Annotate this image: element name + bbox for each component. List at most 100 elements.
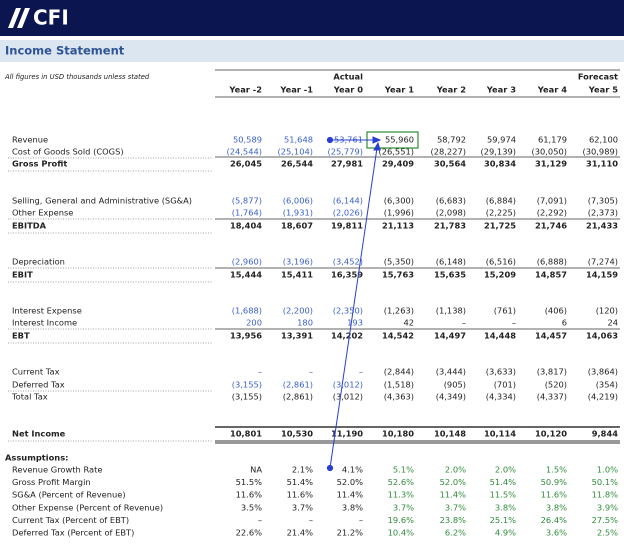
- cell-value: 16,359: [331, 270, 363, 280]
- cell-value: (4,363): [384, 392, 414, 402]
- cell-value: (6,144): [333, 196, 363, 206]
- row-label: Gross Profit Margin: [12, 477, 91, 487]
- row-label: Current Tax (Percent of EBT): [12, 515, 129, 525]
- cell-value: 3.8%: [495, 502, 516, 512]
- cell-value: –: [512, 318, 516, 328]
- row-label: SG&A (Percent of Revenue): [12, 490, 126, 500]
- cell-value: (520): [545, 380, 567, 390]
- cell-value: (5,350): [384, 257, 414, 267]
- row-label: Cost of Goods Sold (COGS): [12, 147, 124, 157]
- cell-value: –: [258, 515, 262, 525]
- cell-value: 3.7%: [445, 502, 466, 512]
- cell-value: 25.1%: [490, 515, 516, 525]
- cell-value: 52.0%: [337, 477, 363, 487]
- cell-value: (761): [494, 306, 516, 316]
- cell-value: 52.0%: [440, 477, 466, 487]
- row-label: Net Income: [12, 429, 66, 439]
- row-label: Revenue: [12, 135, 48, 145]
- cell-value: 3.7%: [393, 502, 414, 512]
- cell-value: 10,114: [484, 429, 516, 439]
- cell-value: 15,763: [382, 270, 414, 280]
- cell-value: 51,648: [284, 135, 313, 145]
- cell-value: 11.3%: [388, 490, 414, 500]
- cell-value: 15,411: [281, 270, 313, 280]
- cell-value: (2,861): [283, 392, 313, 402]
- cell-value: 14,063: [586, 331, 618, 341]
- cell-value: (2,350): [333, 306, 363, 316]
- cell-value: 21.4%: [287, 528, 313, 538]
- cell-value: 59,974: [487, 135, 516, 145]
- cell-value: 21,783: [434, 221, 466, 231]
- cell-value: (1,263): [384, 306, 414, 316]
- cell-value: 180: [297, 318, 313, 328]
- cell-value: (905): [444, 380, 466, 390]
- cell-value: 26,544: [281, 159, 313, 169]
- cell-value: (3,155): [232, 380, 262, 390]
- cell-value: 5.1%: [393, 465, 414, 475]
- cell-value: (4,334): [486, 392, 516, 402]
- cell-value: 50.1%: [592, 477, 618, 487]
- cell-value: 2.0%: [495, 465, 516, 475]
- row-label: Interest Expense: [12, 306, 82, 316]
- cell-value: 10,148: [434, 429, 466, 439]
- cell-value: (6,884): [486, 196, 516, 206]
- cell-value: 11.5%: [490, 490, 516, 500]
- cell-value: 2.1%: [292, 465, 313, 475]
- cell-value: (2,844): [384, 367, 414, 377]
- cell-value: –: [309, 515, 313, 525]
- cell-value: (30,989): [582, 147, 618, 157]
- cell-value: (6,300): [384, 196, 414, 206]
- row-label: Revenue Growth Rate: [12, 465, 102, 475]
- cell-value: (2,225): [486, 208, 516, 218]
- cell-value: (2,292): [537, 208, 567, 218]
- column-header: Year 3: [486, 85, 516, 95]
- cell-value: 14,497: [434, 331, 466, 341]
- logo-text: CFI: [33, 6, 69, 30]
- cell-value: (2,861): [283, 380, 313, 390]
- cell-value: 18,607: [281, 221, 313, 231]
- row-label: EBT: [12, 331, 30, 341]
- cell-value: (4,349): [436, 392, 466, 402]
- cell-value: 52.6%: [388, 477, 414, 487]
- cell-value: 62,100: [589, 135, 618, 145]
- cell-value: 21,113: [382, 221, 414, 231]
- cell-value: (2,200): [283, 306, 313, 316]
- cell-value: 29,409: [382, 159, 414, 169]
- cell-value: 58,792: [437, 135, 466, 145]
- cell-value: 3.8%: [546, 502, 567, 512]
- row-label: Current Tax: [12, 367, 60, 377]
- title-bar: [0, 40, 624, 62]
- cell-value: (3,196): [283, 257, 313, 267]
- cell-value: (6,148): [436, 257, 466, 267]
- cell-value: 14,457: [535, 331, 567, 341]
- cell-value: 51.5%: [236, 477, 262, 487]
- cell-value: (3,864): [588, 367, 618, 377]
- cell-value: 11.4%: [337, 490, 363, 500]
- column-header: Year 5: [588, 85, 618, 95]
- cell-value: (3,444): [436, 367, 466, 377]
- cell-value: 10,530: [281, 429, 313, 439]
- cells: Year -2 Year -1 Year 0 Year 1 Year 2 Year 3 Ye…: [5, 85, 620, 538]
- cell-value: 30,834: [484, 159, 516, 169]
- cell-value: 31,110: [586, 159, 618, 169]
- cell-value: 14,159: [586, 270, 618, 280]
- cell-value: 21,725: [484, 221, 516, 231]
- cell-value: (701): [494, 380, 516, 390]
- header-bar: [0, 0, 624, 36]
- cell-value: (1,688): [232, 306, 262, 316]
- cell-value: (2,026): [333, 208, 363, 218]
- cell-value: 3.8%: [342, 502, 363, 512]
- cell-value: NA: [250, 465, 262, 475]
- cell-value: –: [359, 367, 363, 377]
- column-header: Year 0: [333, 85, 363, 95]
- cell-value: –: [258, 367, 262, 377]
- cell-value: 26.4%: [541, 515, 567, 525]
- cell-value: 15,444: [230, 270, 262, 280]
- cell-value: 22.6%: [236, 528, 262, 538]
- trace-arrows: [326, 136, 382, 472]
- page-title: Income Statement: [5, 44, 125, 58]
- row-label: Selling, General and Administrative (SG&…: [12, 196, 192, 206]
- column-header: Year -2: [228, 85, 262, 95]
- cell-value: 10,120: [535, 429, 567, 439]
